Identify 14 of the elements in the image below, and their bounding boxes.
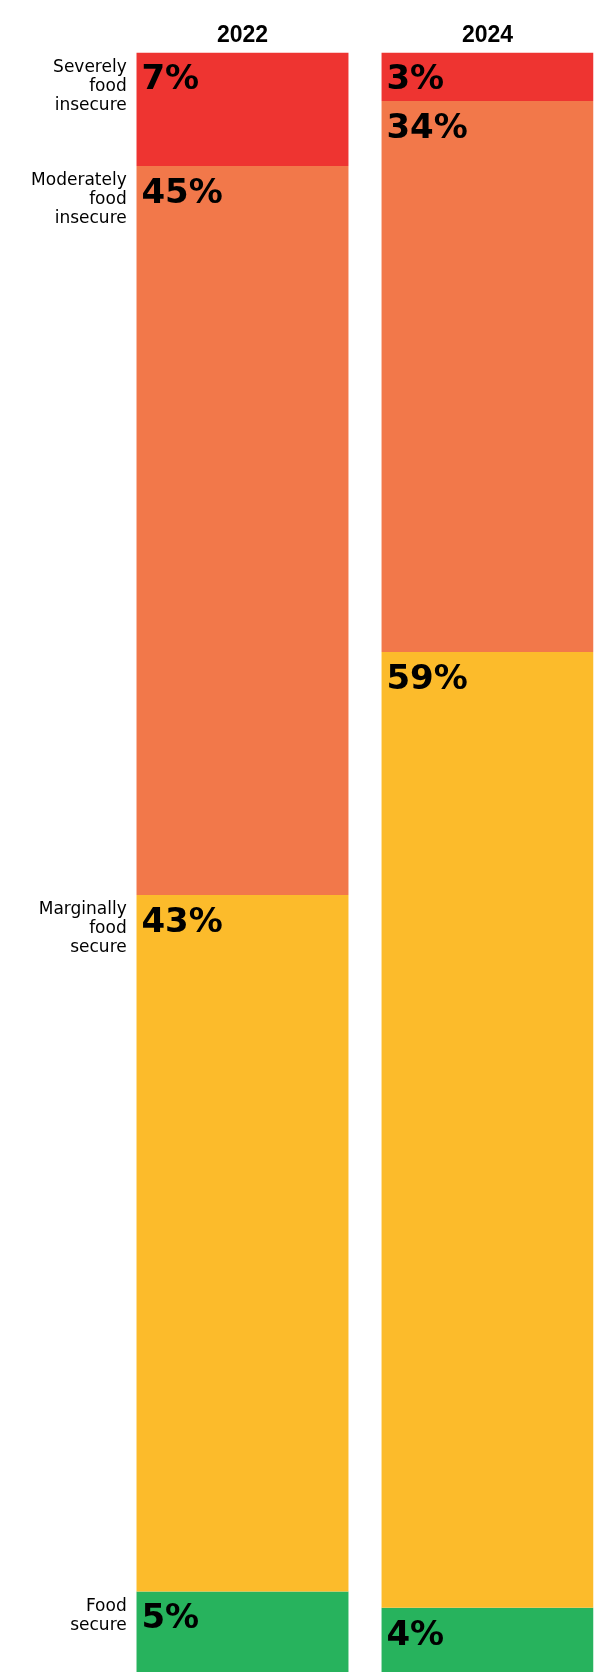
series-label: Severely food insecure: [53, 55, 127, 114]
data-label: 59%: [386, 656, 468, 697]
data-label: 43%: [141, 899, 223, 940]
data-label: 34%: [386, 105, 468, 146]
series-label: Food secure: [70, 1594, 127, 1634]
data-label: 5%: [141, 1596, 200, 1637]
x-tick-label: 2024: [461, 20, 514, 47]
x-tick-label: 2022: [216, 20, 269, 47]
series-label: Moderately food insecure: [31, 169, 127, 228]
series-label: Marginally food secure: [38, 898, 127, 957]
data-label: 4%: [386, 1612, 445, 1653]
data-label: 7%: [141, 57, 200, 98]
data-label: 3%: [386, 57, 445, 98]
data-label: 45%: [141, 170, 223, 211]
